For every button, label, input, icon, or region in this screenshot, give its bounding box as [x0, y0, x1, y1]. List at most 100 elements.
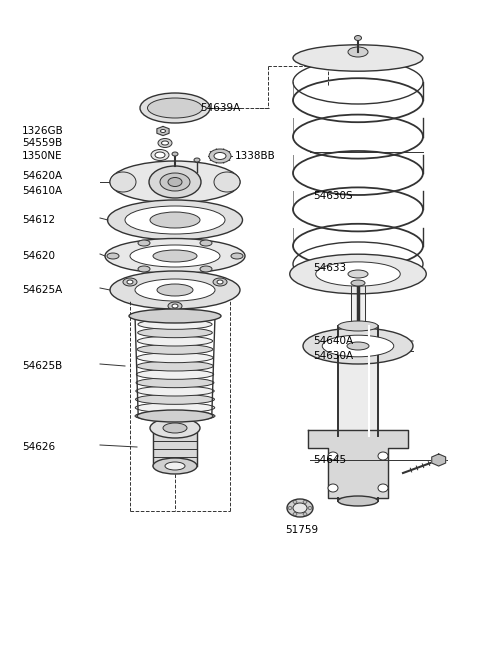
Ellipse shape [328, 452, 338, 460]
Ellipse shape [138, 327, 212, 338]
Text: 54640A: 54640A [313, 336, 353, 346]
Ellipse shape [160, 173, 190, 191]
Text: 54620: 54620 [22, 251, 55, 261]
Ellipse shape [322, 335, 394, 357]
Ellipse shape [290, 254, 426, 294]
Ellipse shape [105, 239, 245, 274]
Ellipse shape [338, 321, 378, 331]
Polygon shape [308, 430, 408, 498]
Ellipse shape [316, 262, 400, 286]
Ellipse shape [136, 386, 214, 396]
Text: 1326GB: 1326GB [22, 126, 64, 136]
Ellipse shape [110, 271, 240, 309]
Ellipse shape [200, 266, 212, 272]
Ellipse shape [137, 361, 214, 371]
Ellipse shape [147, 98, 203, 118]
Ellipse shape [231, 253, 243, 259]
Ellipse shape [158, 138, 172, 148]
Ellipse shape [138, 311, 212, 321]
Ellipse shape [110, 172, 136, 192]
Ellipse shape [355, 35, 361, 41]
Ellipse shape [168, 302, 182, 310]
Ellipse shape [161, 141, 168, 145]
Ellipse shape [151, 150, 169, 161]
Ellipse shape [157, 284, 193, 296]
Ellipse shape [328, 484, 338, 492]
Ellipse shape [351, 280, 365, 286]
Polygon shape [351, 286, 365, 326]
Ellipse shape [108, 200, 242, 240]
Ellipse shape [303, 328, 413, 364]
Ellipse shape [153, 250, 197, 262]
Ellipse shape [209, 149, 231, 163]
Ellipse shape [194, 158, 200, 162]
Ellipse shape [287, 499, 313, 517]
Ellipse shape [136, 378, 214, 388]
Ellipse shape [138, 266, 150, 272]
Ellipse shape [135, 394, 215, 404]
Polygon shape [338, 498, 378, 501]
Ellipse shape [160, 129, 166, 133]
Ellipse shape [140, 93, 210, 123]
Ellipse shape [172, 152, 178, 156]
Text: 54630S: 54630S [313, 191, 353, 201]
Ellipse shape [348, 270, 368, 278]
Ellipse shape [135, 403, 215, 413]
Ellipse shape [338, 496, 378, 506]
Polygon shape [338, 326, 378, 436]
Ellipse shape [130, 245, 220, 267]
Ellipse shape [163, 423, 187, 433]
Ellipse shape [137, 410, 213, 422]
Ellipse shape [155, 152, 165, 158]
Ellipse shape [127, 280, 133, 284]
Ellipse shape [125, 206, 225, 234]
Ellipse shape [138, 240, 150, 246]
Text: 54639A: 54639A [200, 103, 240, 113]
Ellipse shape [136, 369, 214, 379]
Text: 54625B: 54625B [22, 361, 62, 371]
Ellipse shape [293, 512, 297, 516]
Polygon shape [432, 454, 445, 466]
Ellipse shape [129, 309, 221, 323]
Text: 54620A: 54620A [22, 171, 62, 181]
Ellipse shape [110, 161, 240, 203]
Ellipse shape [348, 47, 368, 57]
Text: 54633: 54633 [313, 263, 346, 273]
Ellipse shape [308, 506, 312, 510]
Text: 54626: 54626 [22, 442, 55, 452]
Polygon shape [157, 127, 169, 136]
Ellipse shape [107, 253, 119, 259]
Ellipse shape [168, 178, 182, 186]
Text: 54625A: 54625A [22, 285, 62, 295]
Text: 1350NE: 1350NE [22, 151, 62, 161]
Text: 51759: 51759 [285, 525, 318, 535]
Ellipse shape [217, 280, 223, 284]
Ellipse shape [293, 503, 307, 513]
Text: 54559B: 54559B [22, 138, 62, 148]
Polygon shape [153, 428, 197, 466]
Ellipse shape [293, 45, 423, 72]
Ellipse shape [172, 304, 178, 308]
Ellipse shape [288, 506, 292, 510]
Ellipse shape [214, 152, 226, 159]
Text: 54630A: 54630A [313, 351, 353, 361]
Ellipse shape [137, 353, 213, 363]
Text: 54612: 54612 [22, 215, 55, 225]
Ellipse shape [303, 501, 307, 503]
Ellipse shape [347, 342, 369, 350]
Ellipse shape [135, 279, 215, 301]
Ellipse shape [137, 336, 213, 346]
Ellipse shape [214, 172, 240, 192]
Ellipse shape [150, 418, 200, 438]
Text: 1338BB: 1338BB [235, 151, 276, 161]
Ellipse shape [165, 462, 185, 470]
Ellipse shape [137, 344, 213, 354]
Ellipse shape [123, 278, 137, 286]
Ellipse shape [378, 452, 388, 460]
Ellipse shape [138, 319, 212, 329]
Ellipse shape [149, 166, 201, 198]
Ellipse shape [213, 278, 227, 286]
Ellipse shape [200, 240, 212, 246]
Ellipse shape [378, 484, 388, 492]
Ellipse shape [303, 512, 307, 516]
